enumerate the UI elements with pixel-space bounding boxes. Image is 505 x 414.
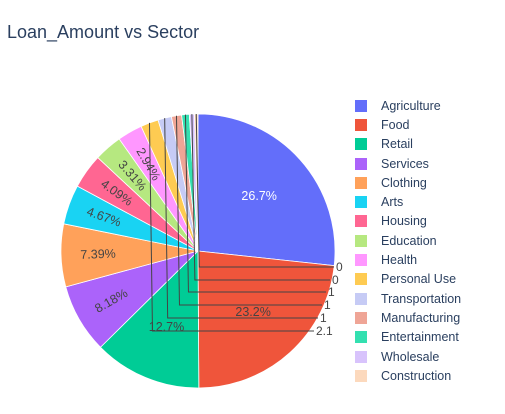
slice-label-transportation: 1 [320, 311, 327, 325]
slice-label-manufacturing: 1 [324, 298, 331, 312]
legend-label: Transportation [381, 292, 461, 306]
slice-label-personal-use: 2.1 [316, 324, 333, 338]
legend-swatch [355, 138, 367, 150]
slice-label-retail: 12.7% [149, 320, 184, 334]
legend-item-wholesale[interactable]: Wholesale [355, 347, 505, 366]
legend-item-services[interactable]: Services [355, 154, 505, 173]
legend-label: Food [381, 118, 410, 132]
legend-swatch [355, 312, 367, 324]
legend-swatch [355, 177, 367, 189]
legend-swatch [355, 158, 367, 170]
legend-item-education[interactable]: Education [355, 231, 505, 250]
legend: Agriculture Food Retail Services Clothing Art… [355, 96, 505, 385]
legend-label: Education [381, 234, 437, 248]
legend-swatch [355, 293, 367, 305]
slice-label-food: 23.2% [235, 305, 270, 319]
pie-slice-food[interactable] [198, 251, 334, 388]
legend-item-entertainment[interactable]: Entertainment [355, 328, 505, 347]
legend-label: Manufacturing [381, 311, 460, 325]
legend-item-agriculture[interactable]: Agriculture [355, 96, 505, 115]
legend-label: Clothing [381, 176, 427, 190]
legend-item-clothing[interactable]: Clothing [355, 173, 505, 192]
slice-label-clothing: 7.39% [80, 247, 116, 262]
legend-swatch [355, 215, 367, 227]
legend-label: Health [381, 253, 417, 267]
legend-item-construction[interactable]: Construction [355, 366, 505, 385]
legend-item-retail[interactable]: Retail [355, 135, 505, 154]
legend-item-personal-use[interactable]: Personal Use [355, 270, 505, 289]
slice-label-agriculture: 26.7% [241, 189, 276, 203]
legend-item-food[interactable]: Food [355, 115, 505, 134]
legend-swatch [355, 235, 367, 247]
legend-label: Services [381, 157, 429, 171]
legend-swatch [355, 119, 367, 131]
legend-label: Construction [381, 369, 451, 383]
legend-swatch [355, 196, 367, 208]
legend-label: Wholesale [381, 350, 439, 364]
legend-swatch [355, 273, 367, 285]
legend-swatch [355, 254, 367, 266]
legend-label: Personal Use [381, 272, 456, 286]
legend-swatch [355, 351, 367, 363]
legend-label: Arts [381, 195, 403, 209]
legend-label: Agriculture [381, 99, 441, 113]
legend-label: Entertainment [381, 330, 459, 344]
legend-label: Retail [381, 137, 413, 151]
legend-item-health[interactable]: Health [355, 250, 505, 269]
legend-item-transportation[interactable]: Transportation [355, 289, 505, 308]
legend-swatch [355, 100, 367, 112]
legend-label: Housing [381, 214, 427, 228]
legend-item-housing[interactable]: Housing [355, 212, 505, 231]
legend-item-arts[interactable]: Arts [355, 192, 505, 211]
slice-label-construction: 0 [336, 260, 343, 274]
slice-label-entertainment: 1 [328, 285, 335, 299]
legend-swatch [355, 331, 367, 343]
legend-swatch [355, 370, 367, 382]
legend-item-manufacturing[interactable]: Manufacturing [355, 308, 505, 327]
